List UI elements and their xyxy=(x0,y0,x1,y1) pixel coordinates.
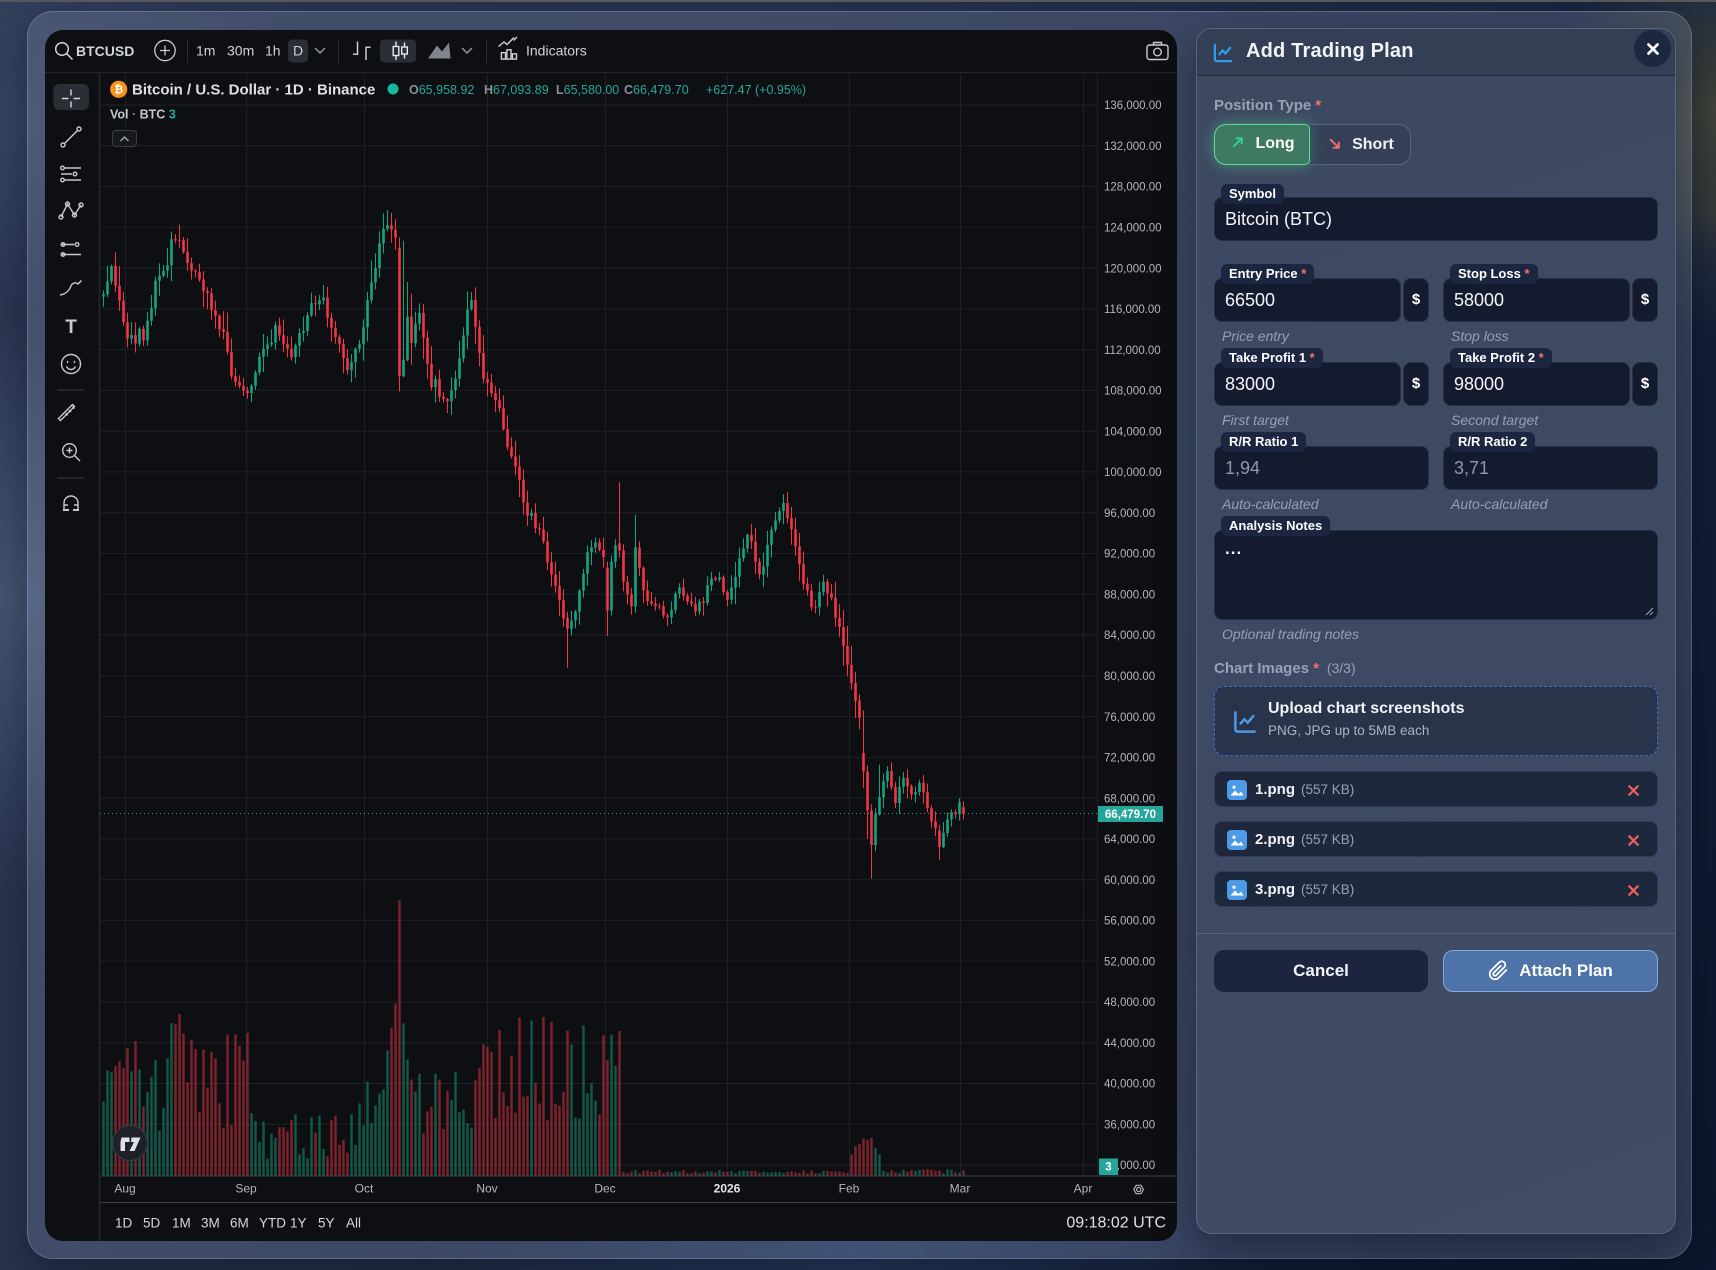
svg-text:64,000.00: 64,000.00 xyxy=(1104,834,1155,846)
svg-text:Vol · BTC 3: Vol · BTC 3 xyxy=(110,108,176,122)
svg-text:84,000.00: 84,000.00 xyxy=(1104,630,1155,642)
svg-text:72,000.00: 72,000.00 xyxy=(1104,753,1155,765)
svg-text:YTD: YTD xyxy=(259,1216,286,1231)
svg-text:76,000.00: 76,000.00 xyxy=(1104,712,1155,724)
svg-text:132,000.00: 132,000.00 xyxy=(1104,141,1162,153)
svg-text:1h: 1h xyxy=(265,43,281,59)
svg-text:116,000.00: 116,000.00 xyxy=(1104,304,1161,316)
svg-text:80,000.00: 80,000.00 xyxy=(1104,671,1155,683)
svg-text:100,000.00: 100,000.00 xyxy=(1104,467,1162,479)
svg-text:92,000.00: 92,000.00 xyxy=(1104,549,1155,561)
svg-text:D: D xyxy=(293,43,303,59)
svg-text:88,000.00: 88,000.00 xyxy=(1104,589,1155,601)
svg-text:O65,958.92: O65,958.92 xyxy=(409,83,474,97)
svg-text:66,479.70: 66,479.70 xyxy=(1105,809,1156,821)
svg-text:48,000.00: 48,000.00 xyxy=(1104,997,1155,1009)
svg-text:Feb: Feb xyxy=(839,1182,860,1196)
svg-text:44,000.00: 44,000.00 xyxy=(1104,1038,1155,1050)
svg-text:136,000.00: 136,000.00 xyxy=(1104,100,1162,112)
svg-text:Indicators: Indicators xyxy=(526,43,587,59)
svg-text:1m: 1m xyxy=(196,43,215,59)
svg-text:128,000.00: 128,000.00 xyxy=(1104,182,1162,194)
svg-text:09:18:02 UTC: 09:18:02 UTC xyxy=(1066,1215,1166,1232)
svg-text:5Y: 5Y xyxy=(318,1216,335,1231)
svg-text:120,000.00: 120,000.00 xyxy=(1104,263,1162,275)
svg-text:L65,580.00: L65,580.00 xyxy=(556,83,619,97)
svg-text:36,000.00: 36,000.00 xyxy=(1104,1120,1155,1132)
svg-text:124,000.00: 124,000.00 xyxy=(1104,223,1162,235)
svg-text:68,000.00: 68,000.00 xyxy=(1104,793,1155,805)
svg-text:52,000.00: 52,000.00 xyxy=(1104,956,1155,968)
svg-text:5D: 5D xyxy=(143,1216,161,1231)
svg-text:Dec: Dec xyxy=(594,1182,615,1196)
svg-text:Sep: Sep xyxy=(235,1182,257,1196)
svg-text:Apr: Apr xyxy=(1074,1182,1093,1196)
svg-text:104,000.00: 104,000.00 xyxy=(1104,426,1162,438)
svg-text:H67,093.89: H67,093.89 xyxy=(484,83,549,97)
svg-text:C66,479.70: C66,479.70 xyxy=(624,83,689,97)
svg-text:3M: 3M xyxy=(201,1216,220,1231)
svg-text:108,000.00: 108,000.00 xyxy=(1104,386,1162,398)
svg-text:Aug: Aug xyxy=(114,1182,135,1196)
svg-text:40,000.00: 40,000.00 xyxy=(1104,1079,1155,1091)
svg-text:1D: 1D xyxy=(115,1216,133,1231)
svg-text:T: T xyxy=(65,317,77,338)
svg-text:Mar: Mar xyxy=(950,1182,971,1196)
svg-text:6M: 6M xyxy=(230,1216,249,1231)
svg-text:56,000.00: 56,000.00 xyxy=(1104,916,1155,928)
svg-text:All: All xyxy=(346,1216,361,1231)
svg-text:2026: 2026 xyxy=(714,1182,741,1196)
svg-text:96,000.00: 96,000.00 xyxy=(1104,508,1155,520)
svg-text:112,000.00: 112,000.00 xyxy=(1104,345,1161,357)
svg-text:Bitcoin / U.S. Dollar · 1D · B: Bitcoin / U.S. Dollar · 1D · Binance xyxy=(132,82,375,99)
svg-text:1M: 1M xyxy=(172,1216,191,1231)
svg-text:+627.47 (+0.95%): +627.47 (+0.95%) xyxy=(706,83,806,97)
svg-text:Nov: Nov xyxy=(476,1182,497,1196)
svg-text:₿: ₿ xyxy=(114,84,123,96)
svg-text:1Y: 1Y xyxy=(290,1216,307,1231)
svg-text:3: 3 xyxy=(1105,1162,1111,1174)
svg-text:Oct: Oct xyxy=(355,1182,374,1196)
svg-text:60,000.00: 60,000.00 xyxy=(1104,875,1155,887)
svg-text:30m: 30m xyxy=(227,43,254,59)
svg-text:BTCUSD: BTCUSD xyxy=(76,43,134,59)
